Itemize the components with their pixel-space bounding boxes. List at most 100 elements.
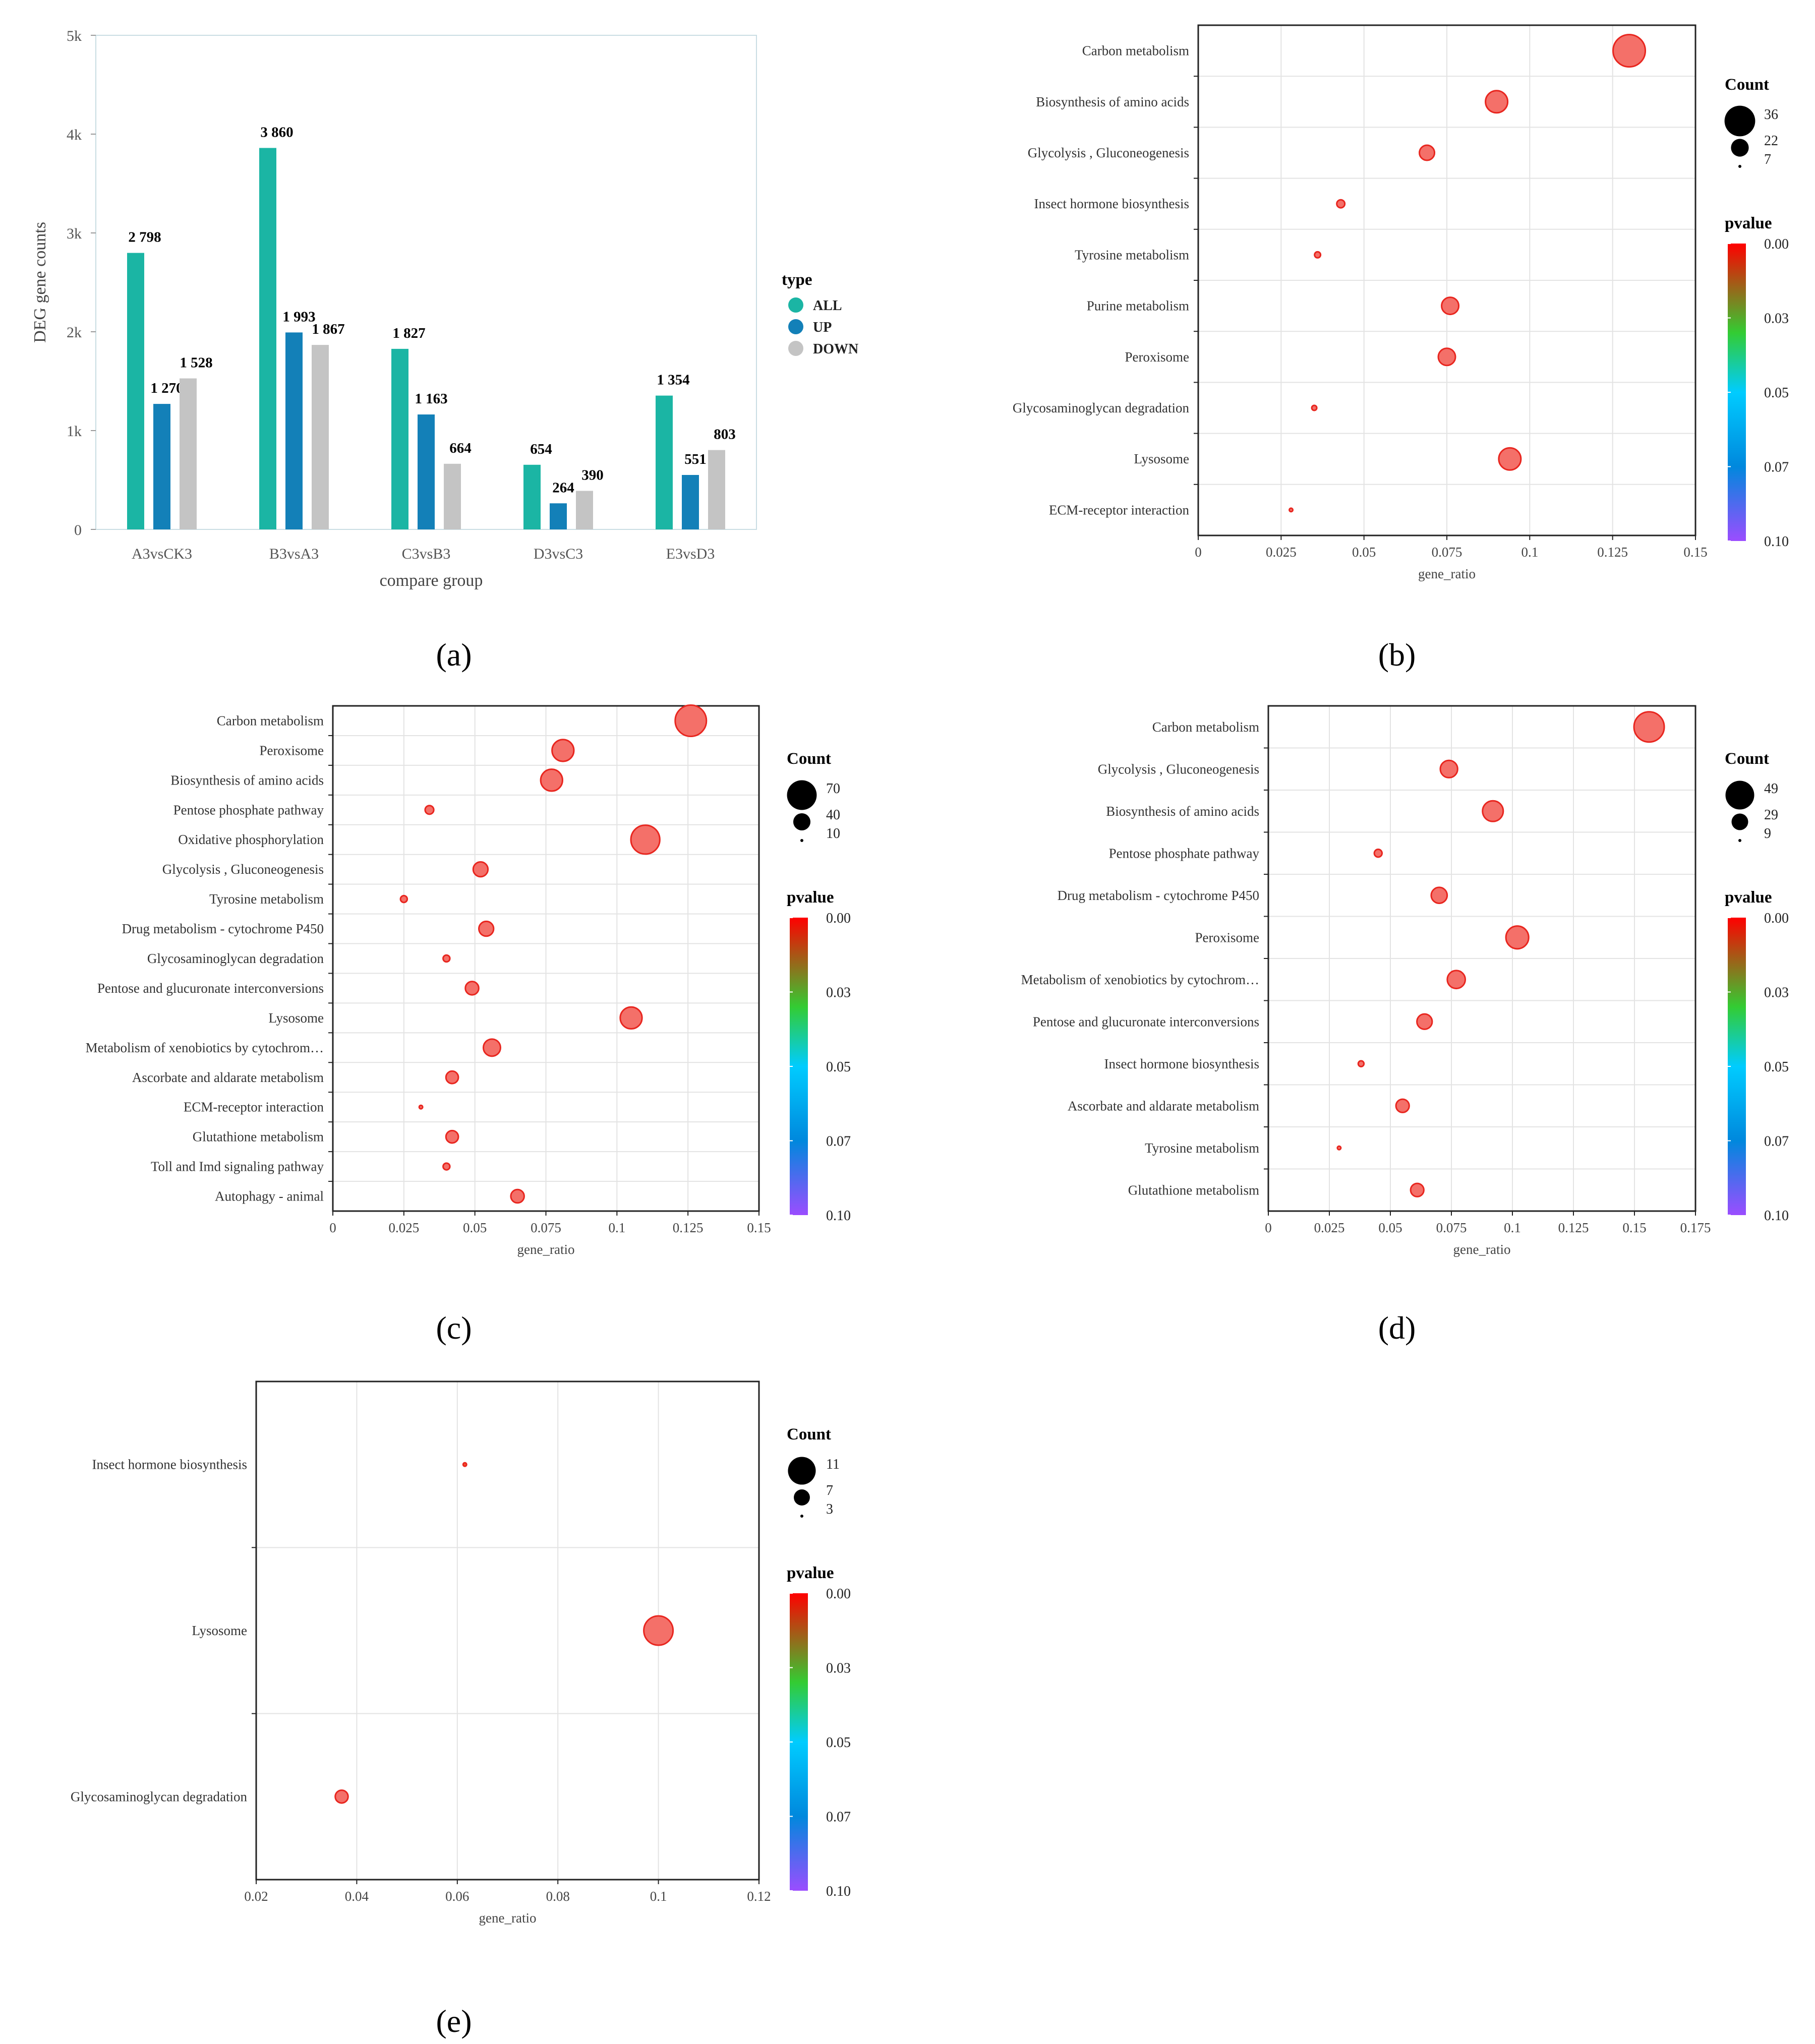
pathway-label: Metabolism of xenobiotics by cytochrom…: [86, 1040, 324, 1055]
x-tick-label: 0.025: [388, 1220, 419, 1235]
data-point: [442, 1162, 451, 1171]
size-legend-label: 70: [826, 781, 840, 797]
y-tick-label: 2k: [67, 324, 82, 341]
bar-down: [444, 463, 461, 529]
pathway-label: Insect hormone biosynthesis: [1034, 196, 1189, 211]
x-axis-title: gene_ratio: [1453, 1242, 1511, 1257]
panel-c-dot-plot: 0 0.025 0.05 0.075 0.1 0.125 0.15 gene_ratio Car…: [86, 704, 851, 1346]
pathway-label: Glycolysis , Gluconeogenesis: [162, 862, 324, 877]
color-legend-label: 0.07: [1764, 1134, 1789, 1150]
pathway-label: Lysosome: [268, 1010, 324, 1026]
bar-value-label: 1 163: [415, 391, 447, 407]
panel-label: (b): [1378, 637, 1416, 673]
pathway-label: Carbon metabolism: [217, 713, 324, 728]
x-tick-label: 0.1: [650, 1889, 667, 1904]
pathway-label: Drug metabolism - cytochrome P450: [1058, 888, 1259, 903]
bar-value-label: 1 270: [150, 380, 183, 396]
bar-value-label: 551: [684, 451, 707, 467]
size-legend-label: 11: [826, 1457, 840, 1472]
pathway-label: Metabolism of xenobiotics by cytochrom…: [1021, 972, 1259, 987]
x-tick-label: 0.025: [1314, 1220, 1345, 1235]
x-tick-label: 0.075: [1432, 545, 1462, 560]
size-legend-label: 49: [1764, 781, 1778, 797]
color-legend-label: 0.07: [826, 1810, 851, 1825]
bar-up: [550, 503, 567, 529]
panel-label: (d): [1378, 1310, 1416, 1346]
data-point: [510, 1188, 525, 1204]
bar-up: [285, 332, 303, 529]
pathway-label: Glycolysis , Gluconeogenesis: [1098, 761, 1259, 776]
color-legend-label: 0.03: [1764, 311, 1789, 327]
bar-down: [576, 491, 593, 529]
pathway-label: Carbon metabolism: [1152, 719, 1259, 735]
bar-all: [523, 464, 541, 529]
pathway-label: Lysosome: [192, 1623, 247, 1638]
pathway-label: Insect hormone biosynthesis: [1104, 1056, 1259, 1071]
x-tick-label: 0.125: [673, 1220, 704, 1235]
x-tick-label: 0.05: [1378, 1220, 1402, 1235]
bar-value-label: 264: [552, 479, 574, 496]
data-point: [1430, 886, 1448, 905]
pathway-label: Peroxisome: [1125, 349, 1190, 365]
panel-e-dot-plot: 0.02 0.04 0.06 0.08 0.1 0.12 gene_ratio Insect …: [71, 1380, 851, 2039]
data-point: [424, 805, 435, 815]
x-tick-label: 0: [1265, 1220, 1272, 1235]
pathway-label: Pentose and glucuronate interconversions: [1033, 1014, 1259, 1029]
size-legend-title: Count: [1725, 76, 1769, 94]
color-legend-label: 0.05: [826, 1059, 851, 1075]
size-legend-dot: [800, 1515, 803, 1518]
x-tick-label: B3vsA3: [269, 546, 319, 562]
size-legend-dot: [794, 1489, 810, 1506]
color-legend-label: 0.03: [1764, 985, 1789, 1001]
color-legend-label: 0.00: [826, 1586, 851, 1602]
x-tick-label: 0.025: [1266, 545, 1297, 560]
color-legend-label: 0.00: [1764, 236, 1789, 252]
pathway-label: Glycolysis , Gluconeogenesis: [1028, 145, 1189, 160]
color-legend-label: 0.10: [826, 1208, 851, 1224]
data-point: [472, 861, 489, 878]
bar-value-label: 664: [449, 440, 472, 456]
data-point: [1498, 447, 1522, 471]
data-point: [1485, 90, 1509, 114]
data-point: [1314, 251, 1322, 259]
bar-down: [312, 345, 329, 529]
x-tick-label: A3vsCK3: [132, 546, 192, 562]
color-legend-title: pvalue: [787, 888, 834, 907]
data-point: [1482, 800, 1504, 822]
color-legend-label: 0.05: [1764, 1059, 1789, 1075]
y-tick-label: 3k: [67, 225, 82, 242]
bar-all: [391, 348, 408, 529]
data-point: [1437, 347, 1456, 367]
legend-label: DOWN: [813, 341, 858, 357]
size-legend-label: 40: [826, 807, 840, 823]
data-point: [1311, 404, 1318, 411]
size-legend-dot: [1731, 139, 1749, 157]
bar-value-label: 1 528: [180, 355, 212, 371]
legend-label: ALL: [813, 298, 842, 314]
pathway-label: Oxidative phosphorylation: [178, 832, 324, 847]
x-tick-label: 0.08: [546, 1889, 570, 1904]
pathway-label: Autophagy - animal: [215, 1189, 324, 1204]
y-tick-label: 5k: [67, 28, 82, 44]
x-tick-label: 0.075: [531, 1220, 561, 1235]
data-point: [540, 768, 563, 792]
bar-up: [418, 414, 435, 529]
data-point: [1439, 759, 1458, 778]
bar-up: [153, 404, 170, 529]
pathway-label: Glycosaminoglycan degradation: [147, 951, 324, 966]
color-legend-title: pvalue: [787, 1564, 834, 1582]
x-tick-label: 0.02: [244, 1889, 268, 1904]
pathway-label: Pentose and glucuronate interconversions: [97, 981, 324, 996]
size-legend-label: 36: [1764, 107, 1778, 123]
data-point: [478, 920, 495, 937]
size-legend-dot: [1738, 839, 1741, 842]
data-point: [399, 894, 408, 904]
pathway-label: Biosynthesis of amino acids: [170, 772, 324, 788]
legend-label: UP: [813, 320, 832, 335]
bar-up: [682, 475, 699, 529]
x-tick-label: 0.125: [1558, 1220, 1589, 1235]
x-tick-label: D3vsC3: [534, 546, 583, 562]
data-point: [334, 1789, 349, 1804]
y-tick-label: 0: [74, 522, 82, 538]
data-point: [462, 1462, 467, 1467]
